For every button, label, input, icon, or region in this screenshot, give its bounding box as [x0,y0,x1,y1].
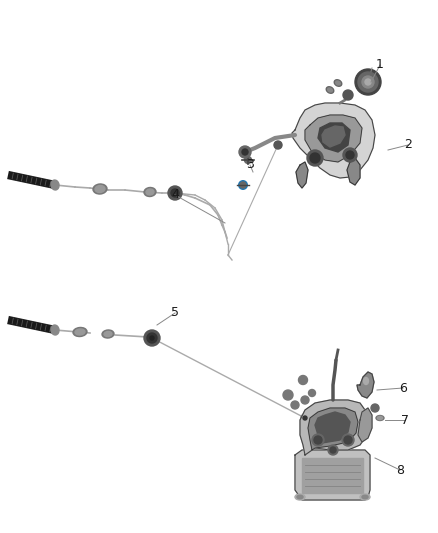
Text: 2: 2 [404,139,412,151]
Ellipse shape [51,325,59,335]
Circle shape [283,390,293,400]
Circle shape [362,76,374,88]
Circle shape [244,157,251,164]
Ellipse shape [73,327,87,336]
Circle shape [308,390,315,397]
Circle shape [343,148,357,162]
Circle shape [310,153,320,163]
Circle shape [242,149,248,155]
Circle shape [307,150,323,166]
Text: 3: 3 [246,158,254,172]
Polygon shape [300,400,367,455]
Circle shape [314,436,322,444]
Ellipse shape [362,495,368,499]
Circle shape [371,404,379,412]
Ellipse shape [360,494,370,500]
Polygon shape [292,103,375,178]
Polygon shape [302,458,363,493]
Polygon shape [296,162,308,188]
Ellipse shape [102,330,114,338]
Text: 7: 7 [401,414,409,426]
Circle shape [301,414,309,422]
Circle shape [238,180,248,190]
Polygon shape [315,412,350,445]
Circle shape [358,72,378,92]
Ellipse shape [104,332,112,336]
Text: 4: 4 [171,189,179,201]
Circle shape [150,336,154,340]
Circle shape [346,151,354,159]
Ellipse shape [93,184,107,194]
Polygon shape [357,372,374,398]
Ellipse shape [378,416,382,419]
Polygon shape [347,158,360,185]
Circle shape [312,434,324,446]
Circle shape [240,182,246,188]
Circle shape [330,447,336,453]
Ellipse shape [364,377,368,384]
Ellipse shape [328,88,332,92]
Polygon shape [318,123,350,152]
Circle shape [342,434,354,446]
Circle shape [274,141,282,149]
Circle shape [291,401,299,409]
Circle shape [168,186,182,200]
Circle shape [147,333,157,343]
Circle shape [344,436,352,444]
Ellipse shape [297,495,303,499]
Circle shape [144,330,160,346]
Ellipse shape [334,80,342,86]
Polygon shape [322,126,345,147]
Ellipse shape [295,494,305,500]
Circle shape [343,90,353,100]
Polygon shape [358,408,372,442]
Circle shape [355,69,381,95]
Circle shape [299,376,307,384]
Circle shape [365,79,371,85]
Ellipse shape [376,416,384,421]
Circle shape [239,146,251,158]
Ellipse shape [75,329,85,335]
Circle shape [303,416,307,420]
Circle shape [301,396,309,404]
Ellipse shape [95,185,105,192]
Text: 8: 8 [396,464,404,477]
Ellipse shape [336,81,340,85]
Polygon shape [305,115,362,162]
Polygon shape [295,450,370,500]
Ellipse shape [144,188,156,197]
Text: 5: 5 [171,306,179,319]
Ellipse shape [146,189,154,195]
Ellipse shape [326,87,334,93]
Text: 6: 6 [399,382,407,394]
Text: 1: 1 [376,59,384,71]
Circle shape [171,189,179,197]
Polygon shape [308,408,358,450]
Ellipse shape [51,180,59,190]
Circle shape [328,445,338,455]
